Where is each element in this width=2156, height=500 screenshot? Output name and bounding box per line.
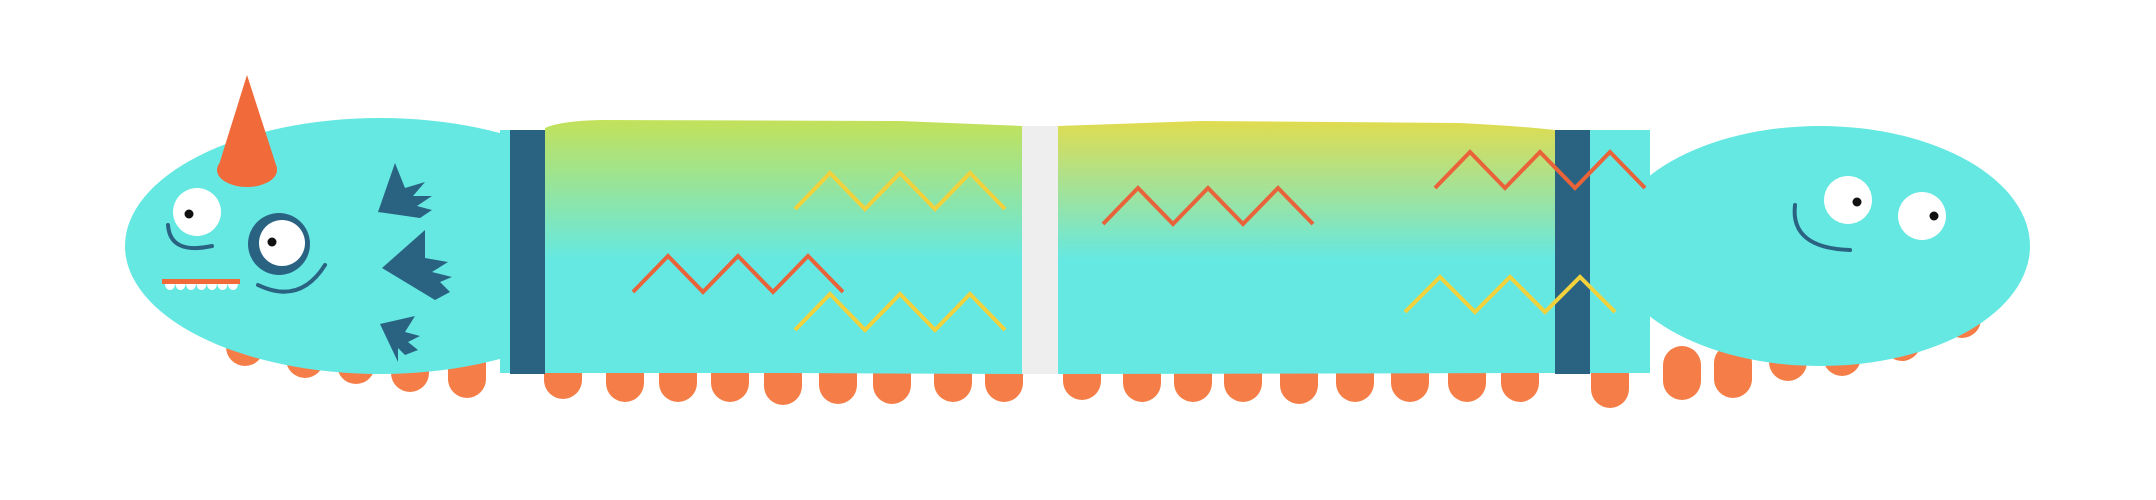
zigzag-stripe-icon xyxy=(631,253,845,295)
googly-eye-icon xyxy=(248,213,310,275)
spike-burst-icon xyxy=(382,230,452,300)
zigzag-stripe-icon xyxy=(1403,274,1617,315)
band-right xyxy=(1555,130,1590,374)
band-left xyxy=(510,130,545,374)
zigzag-stripe-icon xyxy=(1101,185,1315,227)
googly-eye-icon xyxy=(1824,176,1872,224)
tooth xyxy=(186,284,196,290)
smile-mark xyxy=(256,263,327,294)
zigzag-stripe-icon xyxy=(1433,149,1647,191)
tooth xyxy=(165,284,175,290)
leg xyxy=(1663,346,1701,400)
smile-mark xyxy=(166,223,214,251)
segment-2 xyxy=(1058,121,1555,374)
cone-horn-icon xyxy=(218,75,277,168)
tooth xyxy=(217,284,228,290)
googly-eye-icon xyxy=(173,188,221,236)
googly-eye-icon xyxy=(1898,192,1946,240)
tooth xyxy=(175,284,186,290)
zigzag-stripe-icon xyxy=(793,170,1007,212)
face-right xyxy=(1792,176,1946,252)
teeth xyxy=(165,284,238,290)
zigzags xyxy=(631,149,1647,333)
spike-burst-icon xyxy=(378,163,432,218)
zigzag-stripe-icon xyxy=(793,291,1007,333)
segment-divider xyxy=(1022,126,1058,374)
tooth xyxy=(196,284,207,290)
tooth xyxy=(207,284,217,290)
face-left xyxy=(162,75,452,362)
teeth-strip xyxy=(162,279,240,284)
segment-1 xyxy=(545,120,1022,374)
spike-burst-icon xyxy=(380,316,420,362)
tooth xyxy=(228,284,238,290)
smile-mark xyxy=(1792,203,1852,252)
